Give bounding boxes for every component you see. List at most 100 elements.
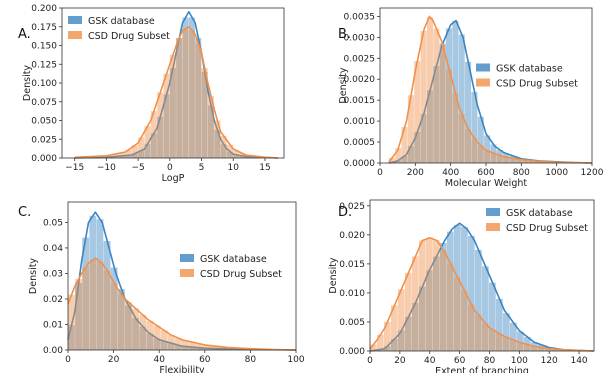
histogram-bar [226,144,233,158]
histogram-bar [131,153,138,158]
histogram-bar [439,43,446,163]
histogram-bar [189,342,196,350]
histogram-bar [471,91,478,163]
histogram-bar [207,96,214,159]
panel-letter: B. [338,27,351,42]
series-gsk [74,10,278,159]
histogram-bar [503,157,510,163]
x-axis-label: Molecular Weight [445,178,527,189]
density-curve [369,236,595,352]
histogram-bar [233,154,240,158]
series-csd [388,15,593,164]
histogram-bar [384,346,391,351]
x-tick-label: 40 [424,356,436,366]
histogram-bar [125,155,132,158]
y-tick-label: 0.005 [339,318,365,328]
panel-3: C. 0 20 40 60 80 100 0.00 0.01 0.02 0.03 0.04 0.05 Fl… [18,201,305,373]
histogram-bar [391,339,398,351]
histogram-bar [75,283,82,350]
histogram-bar [447,231,454,351]
y-tick-label: 0.03 [43,269,63,279]
density-curve [388,15,593,164]
legend-swatch [476,63,490,72]
histogram-bar [509,155,516,163]
panel-2: B. 0 200 400 600 800 1000 1200 0.0000 0.0005 0.001… [338,7,604,189]
histogram-bar [452,93,459,163]
panel-4: D. 0 20 40 60 80 100 120 140 0.000 0.005 0.010 0.015… [328,199,595,373]
histogram-bar [477,145,484,163]
histogram-bar [391,305,398,351]
histogram-bar [176,38,183,158]
histogram-bar [496,298,503,351]
histogram-bar [163,94,170,158]
histogram-bar [68,294,75,350]
histogram-bar [522,160,529,163]
histogram-bar [412,256,419,351]
x-tick-label: 5 [199,163,205,173]
histogram-bar [524,344,531,351]
x-tick-label: 15 [259,163,270,173]
x-tick-label: 0 [367,356,373,366]
x-axis-label: LogP [162,173,185,184]
histogram-bar [224,347,232,350]
histogram-bar [419,240,426,351]
histogram-bar [96,219,104,350]
histogram-bar [169,54,176,159]
histogram-bar [433,66,440,163]
legend-label: CSD Drug Subset [506,223,588,234]
histogram-bar [182,340,189,350]
x-tick-label: 100 [287,355,304,365]
histogram-bar [144,126,151,159]
histogram-bar [401,127,408,163]
histogram-bar [169,68,176,158]
histogram-bar [534,161,541,163]
y-tick-label: 0.015 [339,260,365,270]
histogram-bar [484,150,491,163]
y-tick-label: 0.025 [31,135,57,145]
legend-label: GSK database [496,64,563,75]
histogram-bar [496,149,503,163]
histogram-bar [139,326,147,350]
y-tick-label: 0.0005 [344,138,376,148]
histogram-bar [445,28,453,163]
histogram-bar [471,138,478,163]
histogram-bar [440,250,447,351]
histogram-bar [412,302,419,351]
histogram-bar [545,348,552,351]
density-curve [67,257,297,351]
histogram-bar [458,34,465,164]
x-tick-label: 600 [477,168,494,178]
histogram-bar [139,314,147,350]
histogram-bar [475,249,482,351]
histogram-bar [196,347,204,350]
y-tick-label: 0.000 [31,154,57,164]
histogram-bar [138,150,145,158]
histogram-bar [370,344,377,351]
x-tick-label: 40 [153,355,165,365]
histogram-bar [414,61,421,163]
histogram-bar [426,17,433,163]
histogram-bar [207,105,214,158]
histogram-bar [220,136,227,158]
histogram-bar [517,342,524,351]
series-gsk [67,211,297,351]
histogram-bar [214,129,221,159]
x-tick-label: 100 [511,356,528,366]
legend-label: GSK database [506,208,573,219]
panel-letter: C. [18,205,31,220]
legend: GSK database CSD Drug Subset [486,208,588,234]
legend: GSK database CSD Drug Subset [476,63,578,90]
histogram-bar [226,151,233,159]
histogram-bar [233,150,240,158]
legend-swatch [180,254,194,262]
y-axis-label: Density [28,258,39,294]
x-tick-label: 1200 [581,168,604,178]
y-tick-label: 0.0020 [344,75,376,85]
legend-label: CSD Drug Subset [88,31,170,42]
histogram-bar [482,266,489,351]
histogram-bar [167,335,175,350]
histogram-bar [489,282,496,351]
y-tick-label: 0.025 [339,202,365,212]
histogram-bar [239,348,246,350]
y-tick-label: 0.04 [43,244,63,254]
